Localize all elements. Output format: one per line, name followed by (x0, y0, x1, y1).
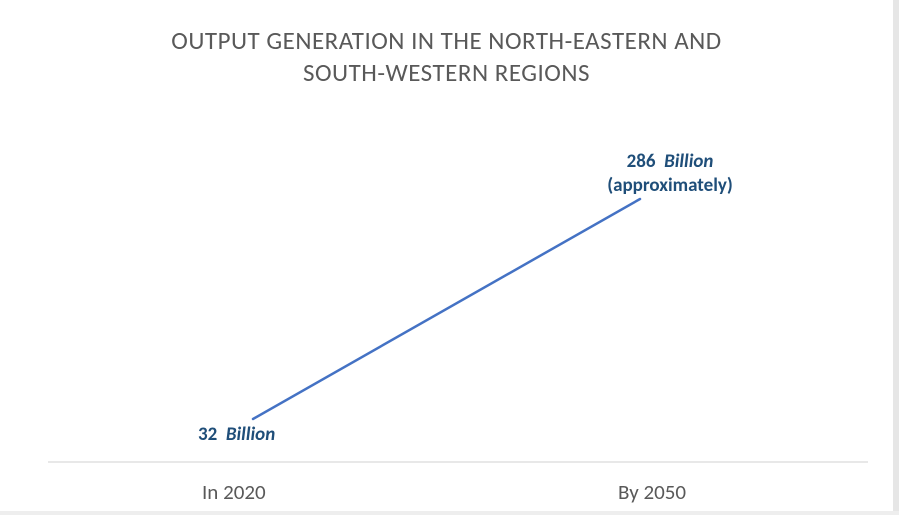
data-label-start: 32 Billion (198, 423, 275, 447)
chart-svg (0, 0, 899, 515)
chart-container: OUTPUT GENERATION IN THE NORTH-EASTERN A… (0, 0, 899, 515)
data-label-end-note: (approximately) (600, 174, 740, 198)
x-label-end: By 2050 (618, 479, 686, 505)
data-label-end-line1: 286 Billion (600, 150, 740, 174)
series-line (253, 199, 640, 419)
data-label-end: 286 Billion (approximately) (600, 150, 740, 198)
x-label-start: In 2020 (202, 479, 266, 505)
data-label-start-unit: Billion (226, 423, 275, 446)
data-label-start-value: 32 (198, 423, 217, 446)
data-label-end-unit: Billion (664, 150, 713, 173)
data-label-end-value: 286 (627, 150, 656, 173)
